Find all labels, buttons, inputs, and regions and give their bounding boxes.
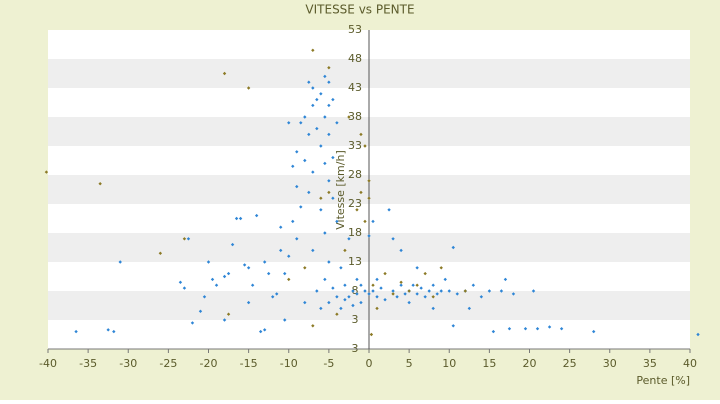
x-axis-label: Pente [%] [636,374,690,387]
point [315,126,319,131]
y-tick-label: 43 [348,81,362,94]
point [222,274,227,279]
point [303,158,307,163]
point [206,260,211,264]
point [303,115,307,119]
point [523,327,528,331]
x-tick-label: 15 [482,357,496,370]
point [190,321,195,325]
point [250,283,255,287]
y-tick-label: 33 [348,139,362,152]
x-tick-label: -40 [39,357,57,370]
x-tick-label: 0 [366,357,373,370]
point [327,80,331,84]
point [323,115,327,119]
x-tick-label: 10 [442,357,456,370]
point [242,263,247,267]
x-tick-label: -30 [119,357,137,370]
point [311,48,315,52]
point [106,328,110,332]
point [182,286,187,290]
x-tick-label: 35 [643,357,657,370]
point [295,184,299,189]
point [226,271,231,276]
x-tick-label: 5 [406,357,413,370]
point [363,144,367,148]
point [182,237,187,241]
chart-title: VITESSE vs PENTE [305,3,414,17]
point [226,312,231,316]
point [295,237,299,241]
point [311,86,315,90]
point [335,121,339,125]
x-tick-label: 20 [523,357,537,370]
point [343,248,347,253]
point [246,266,251,270]
y-tick-label: 8 [352,284,359,297]
point [355,208,359,212]
x-tick-label: 25 [563,357,577,370]
x-tick-label: -25 [159,357,177,370]
point [246,86,251,90]
y-tick-label: 53 [348,23,362,36]
point [307,80,311,84]
point [246,300,251,305]
point [210,277,215,282]
x-tick-label: -15 [240,357,258,370]
point [696,332,700,337]
point [335,219,339,224]
point [347,115,351,119]
y-tick-label: 23 [348,197,362,210]
x-tick-label: -35 [79,357,97,370]
point [214,283,219,287]
x-tick-label: -10 [280,357,298,370]
x-tick-label: 40 [683,357,697,370]
point [331,97,335,102]
y-axis-label: Vitesse [km/h] [334,150,347,230]
point [323,161,327,166]
x-tick-label: -20 [200,357,218,370]
y-tick-label: 13 [348,255,362,268]
y-tick-label: 28 [348,168,362,181]
point [323,74,327,79]
point [202,295,207,299]
point [222,318,227,322]
point [98,182,102,186]
point [592,329,596,334]
point [327,66,331,70]
point [323,231,327,235]
point [254,213,259,218]
y-tick-label: 48 [348,52,362,65]
point [363,219,367,224]
point [222,71,227,76]
y-tick-label: 3 [352,313,359,326]
x-tick-label: 30 [603,357,617,370]
y-tick-label: 38 [348,110,362,123]
point [234,216,239,221]
point [535,327,540,331]
point [186,237,191,241]
y-tick-label: 18 [348,226,362,239]
point [74,329,78,334]
point [315,97,319,102]
x-tick-label: -5 [323,357,334,370]
point [531,289,536,293]
point [295,150,299,154]
